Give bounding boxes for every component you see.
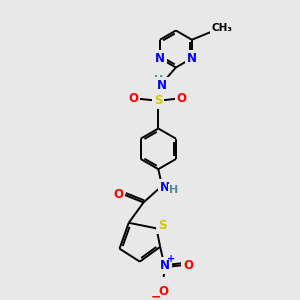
Text: O: O <box>114 188 124 201</box>
Text: CH₃: CH₃ <box>212 23 233 33</box>
Text: −: − <box>150 290 161 300</box>
Text: H: H <box>169 185 179 195</box>
Text: H: H <box>154 74 163 85</box>
Text: O: O <box>128 92 138 105</box>
Text: N: N <box>160 181 170 194</box>
Text: CH₃: CH₃ <box>212 23 233 33</box>
Text: N: N <box>160 259 170 272</box>
Text: O: O <box>158 285 168 298</box>
Text: O: O <box>183 259 193 272</box>
Text: N: N <box>155 52 165 65</box>
Text: N: N <box>157 79 167 92</box>
Text: S: S <box>154 94 163 107</box>
Text: +: + <box>167 254 175 264</box>
Text: O: O <box>176 92 186 105</box>
Text: S: S <box>158 219 166 232</box>
Text: N: N <box>187 52 197 65</box>
